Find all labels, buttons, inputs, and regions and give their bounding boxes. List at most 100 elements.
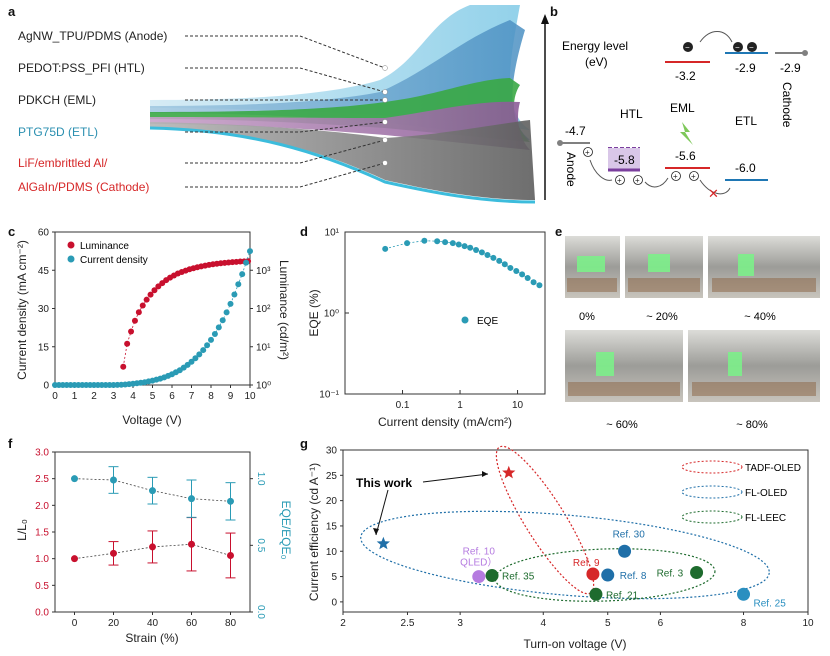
photo-80 bbox=[688, 330, 820, 402]
c-data-point bbox=[139, 302, 146, 309]
panel-c-xlabel: Voltage (V) bbox=[122, 413, 181, 427]
hole-markers bbox=[583, 147, 699, 185]
c-xtick-label: 10 bbox=[244, 391, 256, 402]
layer-label-anode: AgNW_TPU/PDMS (Anode) bbox=[18, 29, 167, 43]
f-series-line bbox=[74, 478, 231, 502]
g-circle-marker bbox=[690, 566, 704, 580]
cathode-value: -2.9 bbox=[780, 61, 801, 75]
photo-label-60: ~ 60% bbox=[606, 419, 638, 431]
etl-label: ETL bbox=[735, 114, 757, 128]
legend-fl-oled-marker bbox=[681, 485, 743, 499]
legend-eqe-label: EQE bbox=[477, 316, 498, 327]
panel-f-ylabel-left: L/L₀ bbox=[15, 519, 29, 541]
d-data-point bbox=[484, 252, 491, 259]
c-series-line bbox=[122, 260, 249, 367]
g-circle-marker bbox=[472, 570, 486, 584]
panel-c-ylabel-left: Current density (mA cm⁻²) bbox=[15, 240, 29, 380]
photo-60 bbox=[565, 330, 683, 402]
c-ytick-right-label: 10⁰ bbox=[256, 381, 271, 392]
f-data-point bbox=[110, 549, 117, 557]
cathode-label: Cathode bbox=[780, 82, 794, 128]
c-data-point bbox=[247, 248, 253, 255]
panel-d-xlabel: Current density (mA/cm²) bbox=[378, 415, 512, 429]
c-xtick-label: 4 bbox=[130, 391, 136, 402]
layer-label-htl: PEDOT:PSS_PFI (HTL) bbox=[18, 61, 145, 75]
f-ytick-right-label: 0.5 bbox=[255, 538, 266, 552]
photo-0 bbox=[565, 236, 620, 298]
c-ytick-right-label: 10³ bbox=[256, 266, 271, 277]
layer-label-etl: PTG75D (ETL) bbox=[18, 125, 98, 139]
g-ytick-label: 15 bbox=[326, 521, 338, 532]
layer-cathode-sheet bbox=[150, 120, 535, 200]
c-data-point bbox=[243, 259, 250, 266]
layer-label-cathode-2: AlGaIn/PDMS (Cathode) bbox=[18, 180, 149, 194]
svg-text:−: − bbox=[735, 43, 740, 52]
d-xtick-label: 1 bbox=[457, 400, 463, 411]
c-data-point bbox=[223, 309, 230, 316]
d-data-point bbox=[513, 268, 520, 275]
f-ytick-left-label: 0.0 bbox=[35, 608, 49, 619]
panel-e: 0% ~ 20% ~ 40% ~ 60% ~ 80% bbox=[565, 236, 820, 431]
legend-eqe-marker bbox=[461, 316, 469, 324]
c-data-point bbox=[239, 271, 246, 278]
c-data-point bbox=[211, 331, 218, 337]
hole-transfer-arrow-1 bbox=[589, 159, 613, 181]
g-circle-marker bbox=[737, 587, 751, 601]
d-data-point bbox=[536, 282, 543, 289]
eml-label: EML bbox=[670, 101, 695, 115]
g-star-marker bbox=[376, 536, 390, 550]
g-point-label: Ref. 25 bbox=[754, 598, 787, 609]
layer-callout-lines bbox=[185, 35, 386, 188]
f-ytick-left-label: 1.0 bbox=[35, 554, 49, 565]
c-xtick-label: 0 bbox=[52, 391, 58, 402]
g-xtick-label: 4 bbox=[540, 618, 546, 629]
d-data-point bbox=[467, 244, 474, 251]
d-data-point bbox=[404, 240, 411, 247]
c-data-point bbox=[188, 358, 195, 365]
g-xtick-label: 8 bbox=[741, 618, 747, 629]
group-ellipses bbox=[360, 445, 770, 602]
panel-b-letter: b bbox=[550, 4, 558, 19]
d-xtick-label: 0.1 bbox=[396, 400, 410, 411]
panel-f-letter: f bbox=[8, 436, 13, 451]
c-data-point bbox=[219, 317, 226, 324]
f-xtick-label: 0 bbox=[72, 618, 78, 629]
g-ytick-label: 5 bbox=[331, 572, 337, 583]
g-xtick-label: 10 bbox=[802, 618, 814, 629]
c-ytick-left-label: 0 bbox=[43, 381, 49, 392]
c-xtick-label: 5 bbox=[150, 391, 156, 402]
f-data-point bbox=[149, 487, 156, 495]
g-xtick-label: 3 bbox=[457, 618, 463, 629]
panel-e-letter: e bbox=[555, 224, 562, 239]
c-data-point bbox=[231, 291, 238, 298]
anode-terminal bbox=[557, 140, 563, 146]
eml-homo-value: -5.6 bbox=[675, 149, 696, 163]
c-data-point bbox=[200, 347, 207, 354]
d-ytick-label: 10¹ bbox=[325, 228, 340, 239]
g-circle-marker bbox=[589, 587, 603, 601]
c-data-point bbox=[192, 355, 199, 362]
g-point-label: Ref. 3 bbox=[657, 569, 684, 580]
c-data-point bbox=[151, 287, 158, 294]
c-data-point bbox=[196, 351, 203, 358]
c-xtick-label: 7 bbox=[189, 391, 195, 402]
panel-a: AgNW_TPU/PDMS (Anode) PEDOT:PSS_PFI (HTL… bbox=[18, 5, 536, 204]
c-ytick-left-label: 60 bbox=[38, 228, 50, 239]
this-work-annotation: This work bbox=[356, 476, 412, 490]
d-data-point bbox=[421, 237, 428, 244]
d-data-point bbox=[455, 241, 462, 248]
c-ytick-right-label: 10¹ bbox=[256, 342, 271, 353]
cathode-terminal bbox=[802, 50, 808, 56]
c-xtick-label: 3 bbox=[111, 391, 117, 402]
hole-block-arrow bbox=[699, 179, 731, 195]
panel-d-ylabel: EQE (%) bbox=[307, 289, 321, 336]
c-xtick-label: 8 bbox=[208, 391, 214, 402]
fl-oled-ellipse bbox=[360, 510, 770, 600]
svg-text:+: + bbox=[635, 176, 640, 185]
energy-axis-title-1: Energy level bbox=[562, 39, 628, 53]
d-data-point bbox=[461, 243, 468, 250]
f-data-point bbox=[71, 555, 78, 563]
c-data-point bbox=[135, 309, 142, 316]
g-xtick-label: 2 bbox=[340, 618, 346, 629]
f-data-point bbox=[188, 495, 195, 503]
